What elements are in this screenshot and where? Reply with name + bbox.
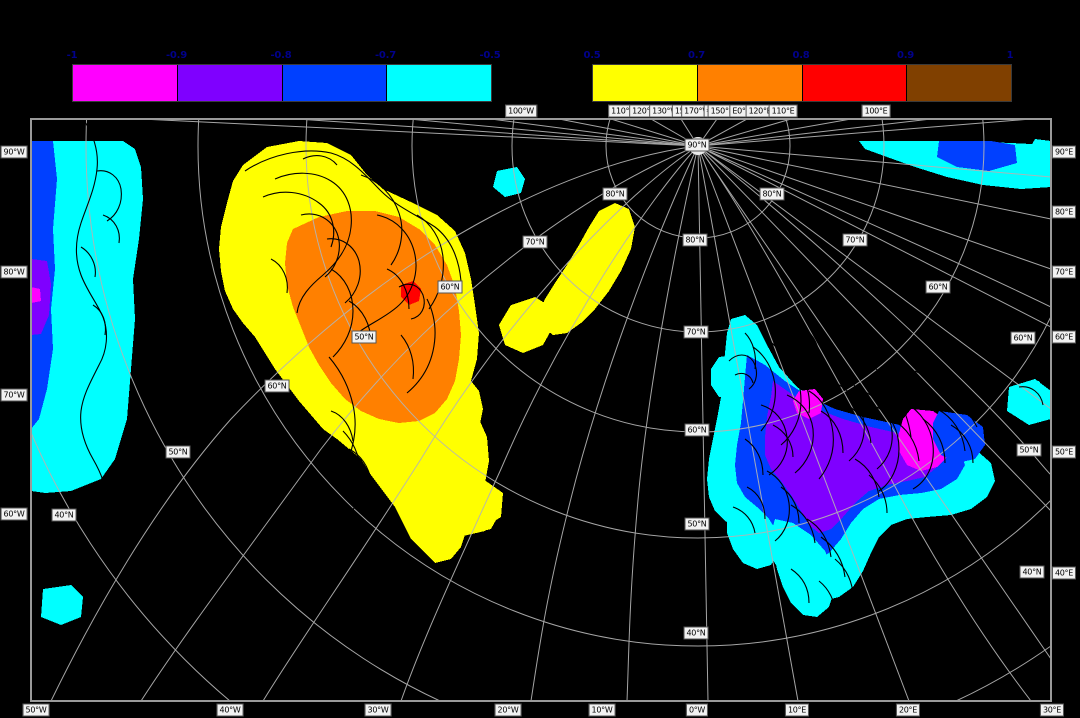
top-longitude-label-8: E0°I (729, 104, 751, 118)
top-longitude-label-0: 100°W (505, 104, 537, 118)
interior-graticule-label-4: 70°N (842, 233, 868, 247)
bottom-longitude-label-5: 0°W (685, 703, 709, 717)
positive-correlation-colorbar-segment-2 (802, 65, 908, 101)
negative-colorbar-ticks: -1 -0.9 -0.8 -0.7 -0.5 (67, 50, 501, 64)
negative-correlation-colorbar (72, 64, 492, 102)
left-latitude-label-3: 60°W (0, 507, 28, 521)
bottom-longitude-label-3: 20°W (494, 703, 522, 717)
interior-graticule-label-16: 40°N (51, 508, 77, 522)
right-latitude-label-0: 90°E (1051, 145, 1077, 159)
interior-graticule-label-17: 40°N (1019, 565, 1045, 579)
bottom-longitude-label-0: 50°W (22, 703, 50, 717)
right-latitude-label-2: 70°E (1051, 265, 1077, 279)
interior-graticule-label-1: 80°N (602, 187, 628, 201)
positive-correlation-colorbar (592, 64, 1012, 102)
interior-graticule-label-5: 70°N (522, 235, 548, 249)
parallels (31, 119, 1051, 701)
map-graphics (31, 119, 1051, 701)
coastlines (75, 119, 1044, 614)
interior-graticule-label-3: 70°N (683, 325, 709, 339)
interior-graticule-label-2: 80°N (759, 187, 785, 201)
bottom-longitude-label-2: 30°W (364, 703, 392, 717)
polar-stereographic-map (30, 118, 1052, 702)
interior-graticule-label-9: 60°N (264, 379, 290, 393)
interior-graticule-label-0: 80°N (682, 233, 708, 247)
interior-graticule-label-11: 50°N (684, 517, 710, 531)
meridians (50, 119, 1051, 701)
pole-label: 90°N (684, 138, 710, 152)
interior-graticule-label-7: 60°N (925, 280, 951, 294)
negative-correlation-colorbar-segment-0 (73, 65, 178, 101)
positive-correlation-colorbar-segment-0 (593, 65, 698, 101)
interior-graticule-label-14: 50°N (165, 445, 191, 459)
positive-colorbar-ticks: 0.5 0.7 0.8 0.9 1 (583, 50, 1013, 64)
graticule (31, 119, 1051, 701)
negative-correlation-colorbar-tick-0: -1 (66, 50, 78, 61)
bottom-longitude-label-8: 30°E (1039, 703, 1065, 717)
left-latitude-label-0: 90°W (0, 145, 28, 159)
negative-correlation-colorbar-segment-3 (387, 65, 491, 101)
interior-graticule-label-12: 50°N (351, 330, 377, 344)
negative-correlation-colorbar-segment-1 (177, 65, 283, 101)
right-latitude-label-4: 50°E (1051, 445, 1077, 459)
positive-correlation-colorbar-segment-1 (697, 65, 803, 101)
right-latitude-label-5: 40°E (1051, 566, 1077, 580)
positive-correlation-colorbar-tick-2: 0.8 (792, 50, 810, 61)
positive-correlation-colorbar-tick-3: 0.9 (896, 50, 915, 61)
interior-graticule-label-15: 40°N (683, 626, 709, 640)
bottom-longitude-label-6: 10°E (784, 703, 810, 717)
right-latitude-label-3: 60°E (1051, 330, 1077, 344)
positive-correlation-colorbar-tick-1: 0.7 (687, 50, 706, 61)
positive-correlation-colorbar-tick-4: 1 (1006, 50, 1014, 61)
negative-correlation-colorbar-segment-2 (282, 65, 388, 101)
left-latitude-label-2: 70°W (0, 388, 28, 402)
correlation-data-field (31, 139, 1051, 625)
left-latitude-label-1: 80°W (0, 265, 28, 279)
right-latitude-label-1: 80°E (1051, 205, 1077, 219)
interior-graticule-label-8: 60°N (437, 280, 463, 294)
bottom-longitude-label-7: 20°E (895, 703, 921, 717)
negative-correlation-colorbar-tick-2: -0.8 (270, 50, 292, 61)
positive-correlation-colorbar-segment-3 (907, 65, 1011, 101)
map-frame (31, 119, 1051, 701)
positive-correlation-colorbar-tick-0: 0.5 (583, 50, 601, 61)
bottom-longitude-label-1: 40°W (216, 703, 244, 717)
interior-graticule-label-10: 60°N (1010, 331, 1036, 345)
negative-correlation-colorbar-tick-1: -0.9 (165, 50, 188, 61)
negative-correlation-colorbar-tick-3: -0.7 (374, 50, 397, 61)
top-longitude-label-10: 110°E (768, 104, 798, 118)
interior-graticule-label-13: 50°N (1016, 443, 1042, 457)
bottom-longitude-label-4: 10°W (588, 703, 616, 717)
negative-correlation-colorbar-tick-4: -0.5 (479, 50, 501, 61)
top-longitude-label-11: 100°E (861, 104, 891, 118)
interior-graticule-label-6: 60°N (684, 423, 710, 437)
